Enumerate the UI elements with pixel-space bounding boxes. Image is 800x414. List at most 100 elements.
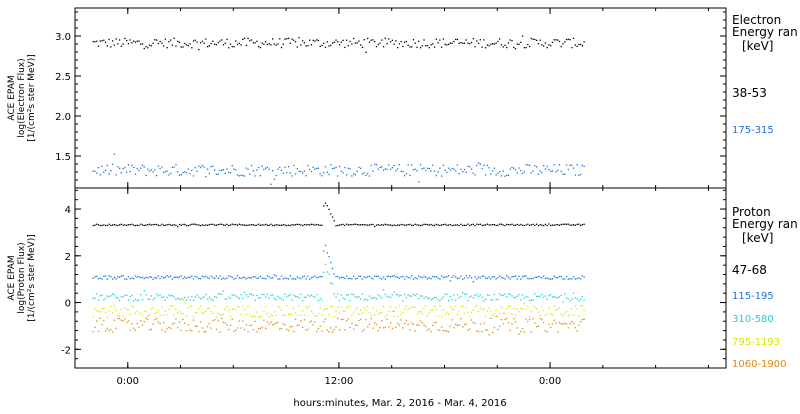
proton-data-point: [453, 275, 455, 277]
proton-data-point: [518, 224, 520, 226]
proton-data-point: [377, 330, 379, 332]
proton-data-point: [543, 321, 545, 324]
proton-data-point: [491, 299, 494, 301]
proton-data-point: [442, 276, 445, 279]
proton-data-point: [330, 282, 332, 284]
proton-data-point: [335, 225, 337, 227]
electron-data-point: [103, 171, 105, 173]
proton-data-point: [103, 308, 105, 310]
proton-data-point: [426, 329, 429, 331]
proton-data-point: [141, 224, 144, 226]
proton-data-point: [199, 321, 202, 323]
proton-data-point: [307, 275, 309, 277]
electron-data-point: [367, 37, 369, 40]
proton-data-point: [110, 224, 112, 227]
electron-data-point: [164, 38, 167, 40]
proton-data-point: [289, 326, 291, 328]
proton-data-point: [229, 297, 232, 300]
electron-data-point: [263, 168, 265, 171]
electron-data-point: [546, 46, 548, 49]
proton-data-point: [120, 308, 123, 310]
x-axis-title: hours:minutes, Mar. 2, 2016 - Mar. 4, 20…: [293, 398, 506, 409]
proton-data-point: [456, 277, 459, 280]
proton-data-point: [476, 278, 478, 280]
proton-data-point: [344, 329, 346, 331]
proton-data-point: [418, 275, 420, 277]
proton-data-point: [365, 319, 367, 321]
proton-data-point: [228, 328, 230, 331]
proton-data-point: [534, 293, 536, 295]
proton-data-point: [184, 223, 186, 226]
proton-data-point: [319, 325, 321, 328]
proton-data-point: [502, 224, 504, 226]
proton-data-point: [358, 296, 360, 298]
proton-data-point: [330, 327, 332, 329]
proton-data-point: [463, 277, 466, 279]
proton-data-point: [474, 224, 476, 227]
proton-data-point: [317, 276, 320, 278]
proton-data-point: [548, 294, 550, 297]
proton-data-point: [133, 306, 135, 308]
proton-data-point: [402, 327, 404, 329]
proton-data-point: [340, 223, 342, 226]
proton-data-point: [326, 308, 328, 310]
proton-data-point: [467, 311, 469, 313]
proton-data-point: [416, 324, 418, 326]
proton-data-point: [442, 309, 445, 311]
electron-data-point: [335, 39, 337, 41]
proton-data-point: [544, 223, 547, 226]
proton-data-point: [463, 312, 466, 314]
proton-data-point: [247, 296, 249, 298]
proton-data-point: [224, 308, 226, 310]
proton-data-point: [381, 278, 383, 280]
proton-data-point: [148, 276, 151, 278]
electron-data-point: [106, 45, 108, 47]
proton-data-point: [222, 290, 225, 292]
proton-data-point: [375, 298, 378, 300]
proton-data-point: [565, 323, 568, 325]
electron-data-point: [546, 165, 548, 168]
electron-data-point: [94, 41, 96, 43]
proton-data-point: [338, 299, 341, 302]
electron-data-point: [386, 168, 388, 171]
electron-data-point: [194, 39, 196, 41]
proton-data-point: [287, 295, 290, 297]
proton-data-point: [484, 329, 487, 331]
proton-data-point: [147, 224, 149, 226]
proton-data-point: [530, 311, 532, 313]
proton-data-point: [182, 277, 184, 280]
electron-data-point: [527, 43, 529, 46]
proton-data-point: [462, 224, 464, 227]
proton-data-point: [177, 297, 179, 299]
proton-data-point: [162, 314, 165, 317]
electron-data-point: [456, 38, 459, 41]
electron-data-point: [252, 42, 255, 44]
electron-data-point: [433, 46, 436, 48]
electron-data-point: [396, 168, 399, 170]
proton-data-point: [219, 331, 221, 333]
proton-data-point: [310, 310, 313, 312]
proton-data-point: [187, 224, 189, 227]
proton-data-point: [400, 276, 402, 278]
proton-data-point: [456, 324, 459, 327]
proton-data-point: [173, 296, 175, 298]
proton-data-point: [323, 205, 325, 207]
proton-data-point: [110, 295, 112, 297]
proton-data-point: [389, 306, 392, 308]
electron-data-point: [513, 167, 515, 169]
proton-data-point: [101, 224, 103, 227]
proton-data-point: [312, 324, 314, 326]
proton-data-point: [374, 225, 376, 228]
proton-data-point: [449, 280, 452, 282]
proton-data-point: [425, 276, 427, 278]
proton-data-point: [347, 318, 350, 320]
proton-data-point: [275, 224, 277, 226]
proton-data-point: [425, 296, 427, 298]
electron-data-point: [405, 40, 408, 43]
electron-data-point: [120, 45, 123, 47]
electron-data-point: [242, 174, 244, 177]
electron-data-point: [256, 40, 258, 42]
electron-data-point: [361, 173, 364, 175]
electron-data-point: [300, 44, 302, 46]
proton-data-point: [557, 308, 559, 311]
